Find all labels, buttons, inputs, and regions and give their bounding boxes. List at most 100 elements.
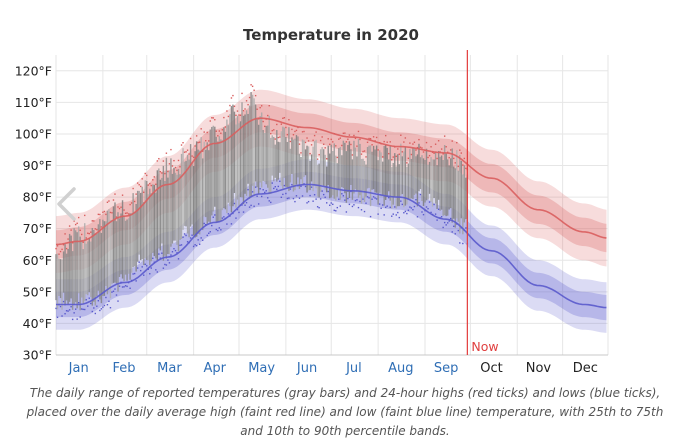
daily-high-tick <box>127 213 130 215</box>
daily-low-tick <box>226 223 228 225</box>
observed-daily-bar <box>448 165 450 210</box>
daily-low-tick <box>279 180 281 183</box>
daily-high-tick <box>428 154 431 157</box>
daily-low-tick <box>330 202 332 204</box>
observed-daily-bar <box>188 159 190 238</box>
daily-high-tick <box>254 94 257 97</box>
daily-high-tick <box>298 143 301 145</box>
daily-low-tick <box>362 198 364 200</box>
observed-daily-bar <box>139 192 142 260</box>
observed-daily-bar <box>208 150 210 222</box>
daily-low-tick <box>404 210 407 213</box>
observed-daily-bar <box>167 177 169 255</box>
observed-daily-bar <box>389 145 391 201</box>
daily-low-tick <box>158 253 160 255</box>
daily-low-tick <box>174 249 177 252</box>
observed-daily-bar <box>359 143 361 196</box>
daily-low-tick <box>389 206 391 209</box>
observed-daily-bar <box>460 160 463 219</box>
y-axis: 30°F 40°F 50°F 60°F 70°F 80°F 90°F 100°F 110°F 12… <box>15 63 52 362</box>
daily-high-tick <box>301 131 304 133</box>
daily-low-tick <box>347 197 349 200</box>
daily-low-tick <box>333 209 335 212</box>
daily-high-tick <box>153 176 156 178</box>
observed-daily-bar <box>103 221 106 296</box>
daily-low-tick <box>100 308 103 310</box>
chevron-left-icon[interactable] <box>54 186 80 222</box>
observed-daily-bar <box>220 139 222 222</box>
daily-high-tick <box>285 126 287 129</box>
observed-daily-bar <box>301 139 304 185</box>
daily-low-tick <box>465 227 467 229</box>
daily-low-tick <box>353 204 355 206</box>
daily-high-tick <box>410 153 413 156</box>
daily-high-tick <box>360 153 363 155</box>
daily-low-tick <box>365 202 367 204</box>
daily-high-tick <box>381 156 384 158</box>
observed-daily-bar <box>445 153 447 217</box>
observed-daily-bar <box>87 241 89 296</box>
daily-low-tick <box>76 318 78 320</box>
observed-daily-bar <box>59 259 62 299</box>
daily-low-tick <box>262 189 264 191</box>
observed-daily-bar <box>70 235 72 299</box>
observed-daily-bar <box>434 151 437 204</box>
daily-low-tick <box>437 208 440 210</box>
daily-high-tick <box>68 225 71 227</box>
daily-low-tick <box>372 196 375 198</box>
observed-daily-bar <box>91 227 93 306</box>
daily-high-tick <box>280 123 283 125</box>
daily-high-tick <box>384 134 387 137</box>
observed-daily-bar <box>421 155 423 201</box>
daily-high-tick <box>191 155 193 157</box>
daily-high-tick <box>90 231 92 233</box>
daily-high-tick <box>342 132 345 134</box>
daily-low-tick <box>144 263 146 266</box>
daily-low-tick <box>139 269 142 272</box>
daily-high-tick <box>152 179 154 181</box>
daily-high-tick <box>268 104 270 107</box>
observed-daily-bar <box>112 206 115 283</box>
daily-low-tick <box>62 300 65 303</box>
observed-daily-bar <box>115 221 118 284</box>
daily-high-tick <box>291 128 293 131</box>
observed-daily-bar <box>351 159 354 200</box>
daily-low-tick <box>250 204 252 207</box>
daily-high-tick <box>143 191 145 193</box>
daily-low-tick <box>203 222 205 225</box>
daily-low-tick <box>218 227 221 229</box>
average-low-line <box>56 183 607 309</box>
daily-low-tick <box>106 303 109 306</box>
daily-high-tick <box>174 166 177 169</box>
daily-low-tick <box>171 251 174 253</box>
observed-daily-bar <box>428 161 431 194</box>
observed-daily-bar <box>321 147 323 186</box>
daily-high-tick <box>274 138 276 140</box>
month-label-dec: Dec <box>573 361 598 376</box>
observed-daily-bar <box>99 219 101 300</box>
daily-low-tick <box>79 316 81 318</box>
observed-daily-bar <box>425 148 428 201</box>
observed-daily-bar <box>324 154 326 190</box>
observed-daily-bar <box>265 125 267 185</box>
daily-high-tick <box>312 139 314 142</box>
daily-low-tick <box>189 237 192 239</box>
daily-high-tick <box>217 135 219 137</box>
observed-daily-bar <box>79 236 81 311</box>
observed-daily-bar <box>319 149 322 192</box>
daily-high-tick <box>350 143 352 146</box>
daily-high-tick <box>144 172 146 175</box>
daily-low-tick <box>339 205 342 207</box>
observed-daily-bar <box>109 219 112 299</box>
daily-high-tick <box>129 203 131 206</box>
observed-daily-bar <box>85 243 87 295</box>
daily-low-tick <box>268 200 270 202</box>
daily-low-tick <box>300 185 302 188</box>
observed-daily-bar <box>149 188 151 266</box>
daily-high-tick <box>230 97 233 99</box>
observed-daily-bar <box>245 110 248 196</box>
observed-daily-bar <box>253 98 255 195</box>
daily-low-tick <box>327 190 329 193</box>
month-label-may: May <box>248 361 275 376</box>
daily-high-tick <box>177 159 180 162</box>
